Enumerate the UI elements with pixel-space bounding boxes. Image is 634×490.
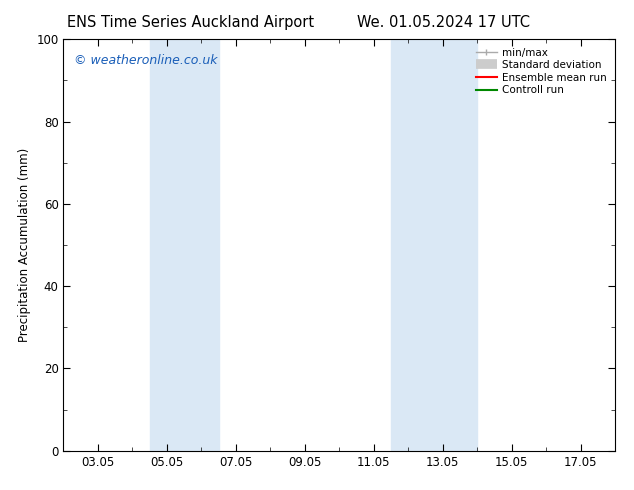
- Y-axis label: Precipitation Accumulation (mm): Precipitation Accumulation (mm): [18, 148, 30, 342]
- Bar: [391, 39, 477, 451]
- Text: © weatheronline.co.uk: © weatheronline.co.uk: [74, 53, 218, 67]
- Bar: [150, 39, 219, 451]
- Text: ENS Time Series Auckland Airport: ENS Time Series Auckland Airport: [67, 15, 314, 30]
- Legend: min/max, Standard deviation, Ensemble mean run, Controll run: min/max, Standard deviation, Ensemble me…: [473, 45, 610, 98]
- Text: We. 01.05.2024 17 UTC: We. 01.05.2024 17 UTC: [358, 15, 530, 30]
